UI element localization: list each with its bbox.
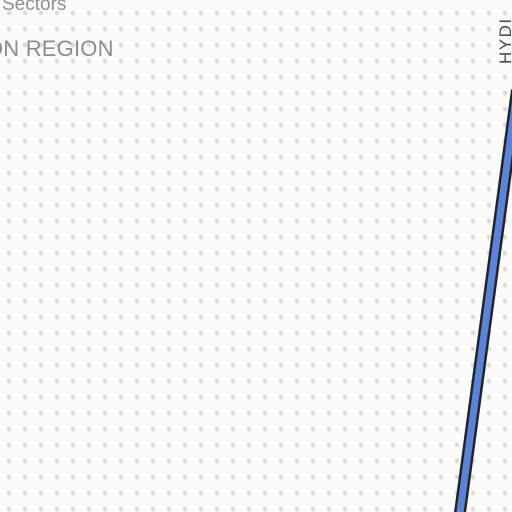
road-name-label: HYDI	[494, 2, 512, 66]
region-label: ON REGION	[0, 36, 114, 61]
road-name-text: HYDI	[496, 17, 512, 64]
road-fill	[456, 100, 512, 512]
area-label-sectors: Sectors	[2, 0, 67, 15]
